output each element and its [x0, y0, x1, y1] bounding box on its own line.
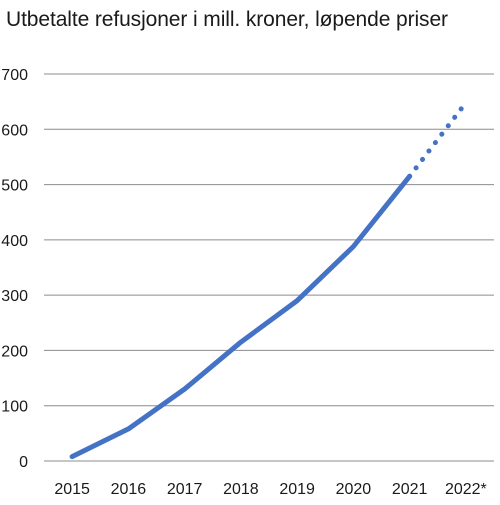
x-tick-label: 2021	[392, 481, 428, 498]
actual-line	[69, 173, 413, 460]
x-tick-label: 2022*	[445, 481, 487, 498]
x-tick-label: 2017	[167, 481, 203, 498]
y-tick-label: 100	[1, 399, 28, 416]
y-tick-label: 300	[1, 288, 28, 305]
y-tick-label: 700	[1, 67, 28, 84]
y-tick-label: 200	[1, 343, 28, 360]
y-tick-label: 600	[1, 122, 28, 139]
x-tick-label: 2019	[279, 481, 315, 498]
grid-lines	[44, 73, 494, 462]
series-lines	[69, 100, 469, 460]
y-tick-label: 400	[1, 233, 28, 250]
x-axis-tick-labels: 2015 2016 2017 2018 2019 2020 2021 2022*	[54, 481, 486, 498]
x-tick-label: 2020	[336, 481, 372, 498]
x-tick-label: 2018	[223, 481, 259, 498]
y-tick-label: 500	[1, 178, 28, 195]
x-tick-label: 2015	[54, 481, 90, 498]
y-axis-tick-labels: 0 100 200 300 400 500 600 700	[1, 67, 28, 471]
chart-title: Utbetalte refusjoner i mill. kroner, løp…	[6, 8, 448, 31]
x-tick-label: 2016	[111, 481, 147, 498]
forecast-line-dotted	[407, 100, 469, 179]
y-tick-label: 0	[19, 454, 28, 471]
